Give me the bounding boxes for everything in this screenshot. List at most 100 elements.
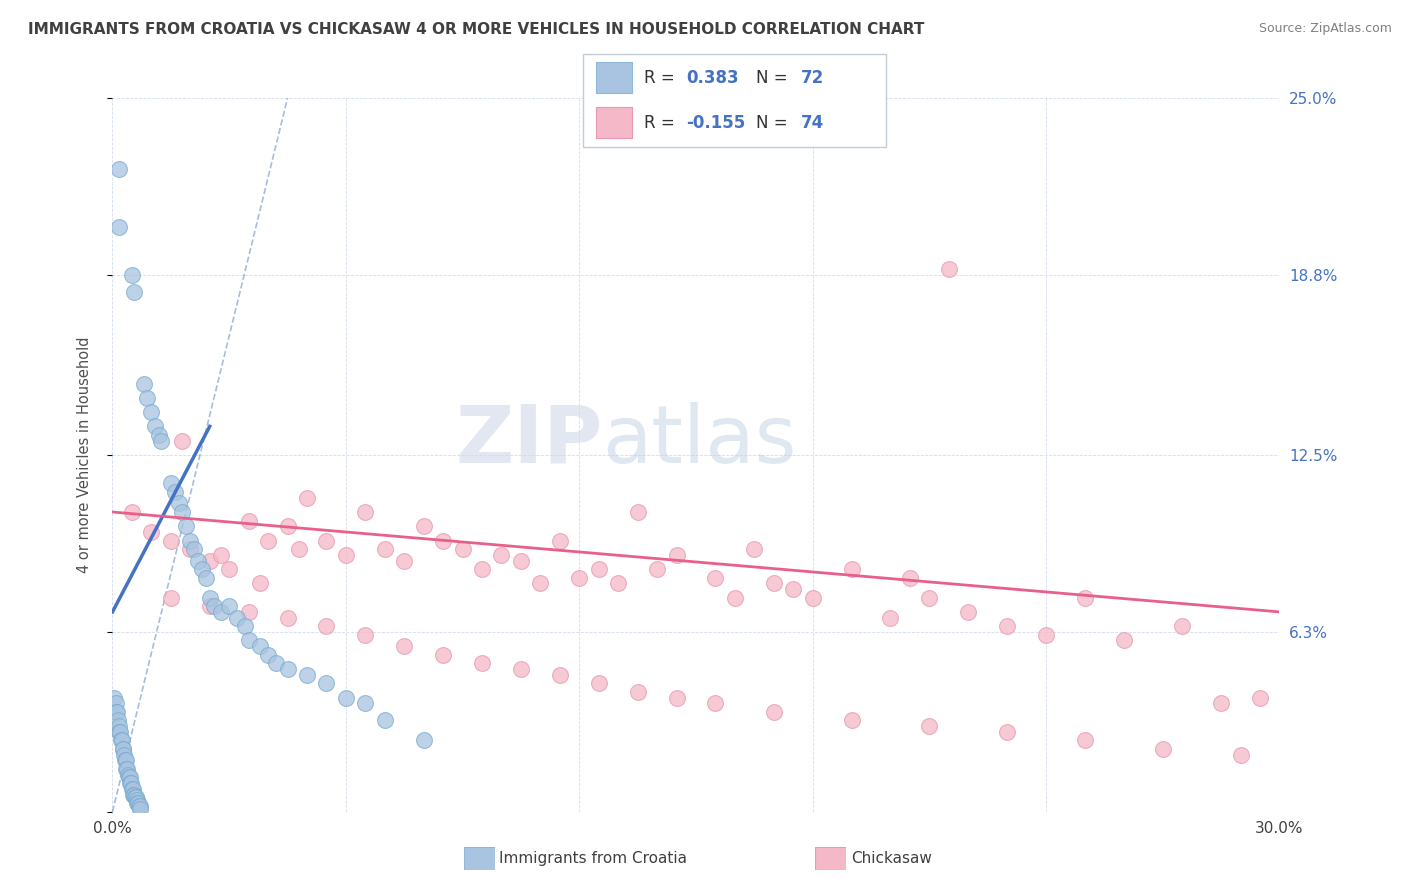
Point — [121, 505, 143, 519]
Point — [226, 610, 249, 624]
Point — [354, 696, 377, 710]
Point — [257, 533, 280, 548]
Text: N =: N = — [756, 114, 793, 132]
Point — [209, 605, 232, 619]
Point — [898, 571, 921, 585]
Point — [412, 733, 434, 747]
Point — [276, 519, 298, 533]
Point — [354, 628, 377, 642]
Point — [782, 582, 804, 596]
Point — [218, 562, 240, 576]
Point — [209, 548, 232, 562]
Point — [141, 405, 163, 419]
Point — [938, 262, 960, 277]
Point — [724, 591, 747, 605]
Point — [412, 519, 434, 533]
Point — [114, 753, 136, 767]
Point — [276, 610, 298, 624]
Point — [112, 747, 135, 762]
Point — [249, 639, 271, 653]
Point — [548, 667, 571, 681]
Point — [315, 619, 337, 633]
Point — [491, 548, 513, 562]
Text: 74: 74 — [801, 114, 824, 132]
Point — [335, 690, 357, 705]
Point — [335, 548, 357, 562]
Point — [233, 619, 256, 633]
Point — [801, 591, 824, 605]
Point — [108, 219, 131, 234]
Point — [120, 776, 142, 790]
Point — [218, 599, 240, 614]
FancyBboxPatch shape — [583, 54, 886, 147]
Point — [160, 533, 183, 548]
Point — [315, 676, 337, 690]
Point — [626, 505, 648, 519]
Point — [143, 419, 166, 434]
Point — [957, 605, 980, 619]
Point — [1074, 733, 1097, 747]
Point — [179, 533, 201, 548]
Point — [249, 576, 271, 591]
Point — [122, 788, 145, 802]
Point — [111, 733, 134, 747]
Point — [141, 524, 163, 539]
Point — [183, 542, 205, 557]
Point — [125, 790, 148, 805]
Point — [108, 162, 131, 177]
Point — [471, 657, 494, 671]
Text: ZIP: ZIP — [456, 401, 603, 480]
Text: -0.155: -0.155 — [686, 114, 745, 132]
Point — [122, 285, 145, 300]
Point — [191, 562, 214, 576]
Point — [1229, 747, 1251, 762]
FancyBboxPatch shape — [464, 847, 495, 870]
Point — [432, 648, 454, 662]
Point — [432, 533, 454, 548]
Point — [110, 724, 132, 739]
Point — [118, 771, 141, 785]
Point — [198, 553, 221, 567]
Point — [187, 553, 209, 567]
Point — [121, 781, 143, 796]
Point — [114, 753, 136, 767]
Point — [509, 662, 531, 676]
Point — [148, 428, 170, 442]
Point — [509, 553, 531, 567]
Point — [588, 562, 610, 576]
Point — [124, 790, 146, 805]
FancyBboxPatch shape — [815, 847, 846, 870]
Point — [163, 485, 186, 500]
Text: 72: 72 — [801, 69, 824, 87]
Point — [548, 533, 571, 548]
Point — [1249, 690, 1271, 705]
Point — [117, 767, 139, 781]
Point — [392, 639, 416, 653]
Point — [132, 376, 155, 391]
Point — [529, 576, 551, 591]
Point — [172, 505, 194, 519]
Point — [121, 268, 143, 282]
Text: R =: R = — [644, 114, 681, 132]
Point — [108, 724, 131, 739]
Point — [995, 724, 1018, 739]
Point — [762, 576, 785, 591]
Point — [160, 476, 183, 491]
Point — [104, 696, 127, 710]
Point — [128, 799, 150, 814]
Point — [995, 619, 1018, 633]
Y-axis label: 4 or more Vehicles in Household: 4 or more Vehicles in Household — [77, 336, 91, 574]
Point — [1209, 696, 1232, 710]
Point — [115, 762, 138, 776]
Point — [179, 542, 201, 557]
Point — [120, 776, 142, 790]
Point — [704, 696, 727, 710]
FancyBboxPatch shape — [596, 62, 631, 93]
Point — [918, 719, 941, 733]
Point — [238, 605, 260, 619]
Point — [1112, 633, 1135, 648]
Point — [588, 676, 610, 690]
Point — [276, 662, 298, 676]
Point — [110, 733, 132, 747]
Point — [122, 788, 145, 802]
